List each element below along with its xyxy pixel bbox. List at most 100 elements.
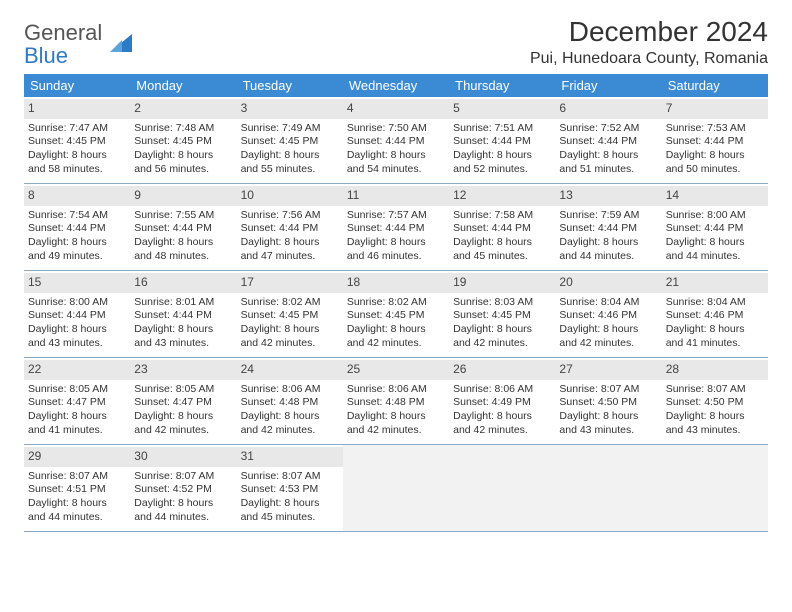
weekday-sun: Sunday [24,74,130,97]
day-number: 15 [24,273,130,293]
daylight-text: Daylight: 8 hours [559,149,657,163]
sunrise-text: Sunrise: 8:06 AM [347,383,445,397]
day-cell: 17Sunrise: 8:02 AMSunset: 4:45 PMDayligh… [237,271,343,357]
day-number: 8 [24,186,130,206]
day-number: 28 [662,360,768,380]
sunset-text: Sunset: 4:44 PM [347,135,445,149]
daylight-text: Daylight: 8 hours [28,497,126,511]
day-cell: 24Sunrise: 8:06 AMSunset: 4:48 PMDayligh… [237,358,343,444]
daylight-text: and 42 minutes. [453,424,551,438]
sunset-text: Sunset: 4:48 PM [347,396,445,410]
sunset-text: Sunset: 4:44 PM [666,135,764,149]
daylight-text: Daylight: 8 hours [453,236,551,250]
day-number: 24 [237,360,343,380]
day-number: 22 [24,360,130,380]
day-cell: 30Sunrise: 8:07 AMSunset: 4:52 PMDayligh… [130,445,236,531]
daylight-text: and 42 minutes. [347,337,445,351]
weekday-fri: Friday [555,74,661,97]
brand-part1: General [24,20,102,45]
weekday-header: Sunday Monday Tuesday Wednesday Thursday… [24,74,768,97]
sunrise-text: Sunrise: 7:47 AM [28,122,126,136]
sunset-text: Sunset: 4:45 PM [241,135,339,149]
sunrise-text: Sunrise: 7:54 AM [28,209,126,223]
sunset-text: Sunset: 4:49 PM [453,396,551,410]
day-cell: 26Sunrise: 8:06 AMSunset: 4:49 PMDayligh… [449,358,555,444]
day-cell: 2Sunrise: 7:48 AMSunset: 4:45 PMDaylight… [130,97,236,183]
day-number: 18 [343,273,449,293]
daylight-text: Daylight: 8 hours [666,149,764,163]
month-title: December 2024 [530,16,768,48]
sunset-text: Sunset: 4:46 PM [559,309,657,323]
empty-cell [555,445,661,531]
day-number: 29 [24,447,130,467]
daylight-text: and 45 minutes. [241,511,339,525]
daylight-text: and 46 minutes. [347,250,445,264]
sunrise-text: Sunrise: 7:53 AM [666,122,764,136]
day-cell: 13Sunrise: 7:59 AMSunset: 4:44 PMDayligh… [555,184,661,270]
daylight-text: Daylight: 8 hours [347,149,445,163]
daylight-text: Daylight: 8 hours [28,236,126,250]
sunrise-text: Sunrise: 7:55 AM [134,209,232,223]
day-number: 10 [237,186,343,206]
daylight-text: Daylight: 8 hours [134,497,232,511]
weekday-tue: Tuesday [237,74,343,97]
daylight-text: and 42 minutes. [347,424,445,438]
weekday-mon: Monday [130,74,236,97]
sunrise-text: Sunrise: 7:57 AM [347,209,445,223]
sunrise-text: Sunrise: 8:01 AM [134,296,232,310]
daylight-text: Daylight: 8 hours [347,323,445,337]
week-row: 29Sunrise: 8:07 AMSunset: 4:51 PMDayligh… [24,445,768,532]
day-cell: 10Sunrise: 7:56 AMSunset: 4:44 PMDayligh… [237,184,343,270]
sunrise-text: Sunrise: 8:07 AM [241,470,339,484]
daylight-text: Daylight: 8 hours [241,410,339,424]
daylight-text: and 55 minutes. [241,163,339,177]
day-number: 6 [555,99,661,119]
day-cell: 12 Sunrise: 7:58 AMSunset: 4:44 PMDayligh… [449,184,555,270]
sunset-text: Sunset: 4:44 PM [559,222,657,236]
sunrise-text: Sunrise: 7:58 AM [453,209,551,223]
sunrise-text: Sunrise: 8:02 AM [241,296,339,310]
sunrise-text: Sunrise: 7:56 AM [241,209,339,223]
daylight-text: and 42 minutes. [559,337,657,351]
week-row: 1Sunrise: 7:47 AMSunset: 4:45 PMDaylight… [24,97,768,184]
daylight-text: and 42 minutes. [453,337,551,351]
sunset-text: Sunset: 4:51 PM [28,483,126,497]
daylight-text: Daylight: 8 hours [559,410,657,424]
sunset-text: Sunset: 4:50 PM [666,396,764,410]
daylight-text: and 54 minutes. [347,163,445,177]
day-number: 12 [449,186,555,206]
day-cell: 19Sunrise: 8:03 AMSunset: 4:45 PMDayligh… [449,271,555,357]
sunset-text: Sunset: 4:44 PM [666,222,764,236]
sunset-text: Sunset: 4:45 PM [347,309,445,323]
daylight-text: Daylight: 8 hours [559,323,657,337]
week-row: 8Sunrise: 7:54 AMSunset: 4:44 PMDaylight… [24,184,768,271]
sunset-text: Sunset: 4:45 PM [453,309,551,323]
day-cell: 9Sunrise: 7:55 AMSunset: 4:44 PMDaylight… [130,184,236,270]
sunrise-text: Sunrise: 8:03 AM [453,296,551,310]
daylight-text: and 49 minutes. [28,250,126,264]
day-cell: 23Sunrise: 8:05 AMSunset: 4:47 PMDayligh… [130,358,236,444]
sunset-text: Sunset: 4:44 PM [347,222,445,236]
daylight-text: and 43 minutes. [666,424,764,438]
day-cell: 5Sunrise: 7:51 AMSunset: 4:44 PMDaylight… [449,97,555,183]
sunrise-text: Sunrise: 8:07 AM [666,383,764,397]
day-number: 31 [237,447,343,467]
sunrise-text: Sunrise: 8:02 AM [347,296,445,310]
daylight-text: and 50 minutes. [666,163,764,177]
day-cell: 8Sunrise: 7:54 AMSunset: 4:44 PMDaylight… [24,184,130,270]
sunset-text: Sunset: 4:53 PM [241,483,339,497]
daylight-text: and 41 minutes. [28,424,126,438]
daylight-text: Daylight: 8 hours [134,236,232,250]
day-number: 19 [449,273,555,293]
daylight-text: Daylight: 8 hours [134,323,232,337]
sunset-text: Sunset: 4:44 PM [453,222,551,236]
daylight-text: and 42 minutes. [241,337,339,351]
daylight-text: and 58 minutes. [28,163,126,177]
sunset-text: Sunset: 4:45 PM [28,135,126,149]
day-cell: 18 Sunrise: 8:02 AMSunset: 4:45 PMDayligh… [343,271,449,357]
daylight-text: and 41 minutes. [666,337,764,351]
day-number: 2 [130,99,236,119]
sail-icon [108,30,134,61]
day-cell: 7Sunrise: 7:53 AMSunset: 4:44 PMDaylight… [662,97,768,183]
daylight-text: and 44 minutes. [28,511,126,525]
